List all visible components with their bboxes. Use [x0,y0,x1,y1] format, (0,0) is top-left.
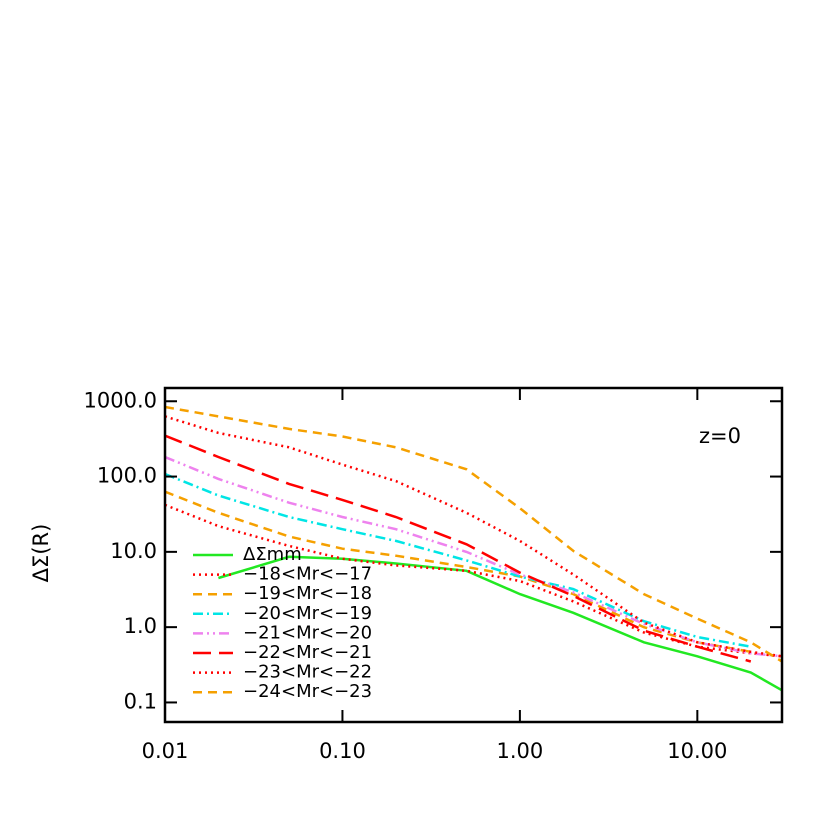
legend-label: ΔΣmm [243,544,302,565]
legend-label: −21<Mr<−20 [243,622,372,643]
series-line [165,503,782,658]
series-line [165,434,752,663]
series-line [165,455,782,658]
y-axis-label: ΔΣ(R) [29,524,53,583]
y-tick-label: 100.0 [97,464,157,488]
x-tick-label: 0.10 [319,739,366,763]
annotation: z=0 [699,424,741,448]
legend-label: −20<Mr<−19 [243,603,372,624]
plot-frame [163,386,784,724]
x-tick-label: 1.00 [497,739,544,763]
x-tick-label: 10.00 [667,739,727,763]
y-tick-label: 10.0 [110,539,157,563]
series-line [165,405,782,663]
y-tick-label: 0.1 [124,689,157,713]
x-tick-label: 0.01 [142,739,189,763]
legend-label: −24<Mr<−23 [243,681,372,702]
y-tick-label: 1.0 [124,614,157,638]
legend-label: −23<Mr<−22 [243,662,372,683]
series-line [165,490,752,654]
series-line [165,472,752,648]
legend-label: −19<Mr<−18 [243,583,372,604]
y-tick-label: 1000.0 [84,388,157,412]
series-line [218,555,782,692]
legend-label: −18<Mr<−17 [243,564,372,585]
series-line [165,415,782,658]
legend-label: −22<Mr<−21 [243,642,372,663]
